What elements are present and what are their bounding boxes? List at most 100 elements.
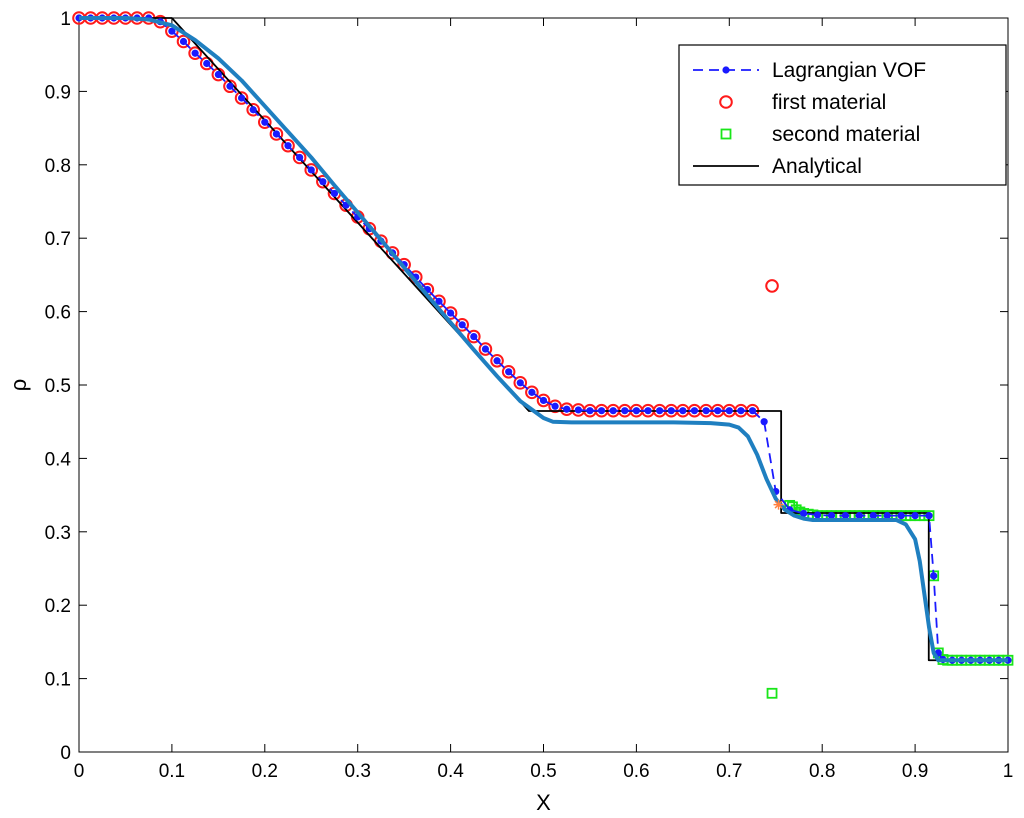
lagrangian-vof-point bbox=[911, 512, 919, 520]
lagrangian-vof-point bbox=[679, 407, 687, 415]
lagrangian-vof-point bbox=[725, 407, 733, 415]
lagrangian-vof-point bbox=[447, 309, 455, 317]
second-material-series bbox=[766, 499, 1014, 699]
x-tick-label: 0.8 bbox=[809, 761, 835, 782]
y-tick-label: 1 bbox=[60, 9, 71, 30]
lagrangian-vof-point bbox=[621, 407, 629, 415]
second-material-point bbox=[766, 687, 778, 699]
first-material-point bbox=[246, 102, 260, 117]
axes-layer: 0 0.1 0.2 0.3 0.4 0.5 0.6 0.7 0.8 0.9 1 0 0.1 0.2 0.3 0… bbox=[6, 9, 1013, 815]
y-tick-label: 0.8 bbox=[45, 156, 71, 177]
lagrangian-vof-point bbox=[272, 130, 281, 138]
first-material-point bbox=[223, 79, 237, 94]
lagrangian-vof-point bbox=[284, 142, 292, 150]
lagrangian-vof-point bbox=[897, 512, 905, 520]
star-stroke bbox=[774, 500, 783, 509]
lagrangian-vof-point bbox=[226, 82, 234, 90]
first-material-point bbox=[269, 127, 284, 141]
legend-item: Lagrangian VOF bbox=[693, 59, 926, 82]
lagrangian-vof-point bbox=[925, 512, 933, 520]
x-tick-label: 0.1 bbox=[159, 761, 185, 782]
lagrangian-vof-point bbox=[458, 321, 466, 329]
legend-marker bbox=[719, 95, 733, 109]
lagrangian-vof-point bbox=[760, 418, 768, 426]
lagrangian-vof-point bbox=[505, 368, 513, 376]
first-material-point bbox=[467, 329, 481, 344]
lagrangian-vof-point bbox=[827, 512, 836, 520]
lagrangian-vof-point bbox=[632, 407, 641, 415]
legend-item: first material bbox=[719, 91, 886, 114]
legend-label: Lagrangian VOF bbox=[772, 59, 926, 82]
lagrangian-vof-point bbox=[930, 572, 938, 580]
lagrangian-vof-point bbox=[319, 178, 327, 186]
first-material-point bbox=[513, 375, 528, 390]
lagrangian-vof-point bbox=[435, 297, 443, 305]
legend-marker bbox=[720, 128, 732, 140]
y-tick-label: 0.3 bbox=[45, 523, 71, 544]
first-material-point bbox=[455, 318, 470, 332]
lagrangian-vof-point bbox=[330, 189, 339, 198]
x-tick-label: 0.3 bbox=[344, 761, 370, 782]
first-material-point bbox=[304, 163, 319, 177]
lagrangian-vof-point bbox=[481, 345, 490, 353]
y-tick-label: 0 bbox=[60, 743, 71, 764]
x-tick-label: 1 bbox=[1003, 761, 1014, 782]
lagrangian-vof-point bbox=[539, 396, 548, 405]
legend: Lagrangian VOF first material second mater… bbox=[678, 44, 1007, 186]
lagrangian-vof-point bbox=[237, 94, 246, 102]
lagrangian-vof-point bbox=[841, 512, 850, 520]
y-tick-label: 0.6 bbox=[45, 303, 71, 324]
lagrangian-vof-point bbox=[667, 407, 675, 415]
first-material-series bbox=[72, 11, 779, 418]
legend-item: second material bbox=[720, 123, 920, 146]
series-layer bbox=[72, 11, 1014, 699]
y-tick-label: 0.4 bbox=[45, 449, 72, 470]
lagrangian-vof-line bbox=[79, 17, 1008, 662]
y-tick-label: 0.2 bbox=[45, 596, 71, 617]
x-tick-label: 0.5 bbox=[530, 761, 556, 782]
x-tick-label: 0.9 bbox=[902, 761, 928, 782]
lagrangian-vof-point bbox=[296, 153, 304, 162]
lagrangian-vof-point bbox=[516, 379, 524, 387]
y-tick-label: 0.7 bbox=[45, 229, 71, 250]
lagrangian-vof-point bbox=[493, 357, 501, 365]
lagrangian-vof-point bbox=[597, 407, 606, 415]
lagrangian-vof-point bbox=[551, 402, 559, 410]
legend-label: Analytical bbox=[772, 155, 862, 178]
lagrangian-vof-point bbox=[883, 512, 891, 520]
first-material-point bbox=[234, 91, 249, 105]
first-material-point bbox=[281, 138, 295, 153]
legend-label: second material bbox=[772, 123, 920, 146]
first-material-point bbox=[258, 115, 272, 130]
lagrangian-vof-point bbox=[813, 511, 822, 519]
lagrangian-vof-point bbox=[644, 407, 652, 415]
lagrangian-vof-point bbox=[609, 407, 617, 415]
legend-label: first material bbox=[772, 91, 886, 114]
lagrangian-vof-point bbox=[528, 388, 536, 396]
lagrangian-vof-point bbox=[203, 59, 211, 68]
x-tick-label: 0.7 bbox=[716, 761, 742, 782]
first-material-point bbox=[525, 385, 539, 400]
first-material-point bbox=[478, 342, 493, 356]
first-material-point bbox=[501, 364, 516, 379]
x-tick-label: 0 bbox=[74, 761, 85, 782]
x-tick-label: 0.2 bbox=[252, 761, 278, 782]
lagrangian-vof-point bbox=[214, 70, 222, 79]
x-tick-label: 0.6 bbox=[623, 761, 649, 782]
lagrangian-vof-point bbox=[179, 37, 188, 46]
lagrangian-vof-point bbox=[714, 407, 722, 415]
series-solid-thick-series bbox=[79, 16, 1008, 663]
y-tick-label: 0.9 bbox=[45, 82, 71, 103]
lagrangian-vof-point bbox=[690, 407, 699, 415]
y-tick-label: 0.5 bbox=[45, 376, 71, 397]
lagrangian-vof-point bbox=[470, 332, 478, 341]
lagrangian-vof-point bbox=[748, 407, 757, 415]
first-material-point bbox=[292, 150, 307, 165]
lagrangian-vof-point bbox=[249, 106, 257, 114]
first-material-point bbox=[385, 246, 400, 260]
lagrangian-vof-point bbox=[800, 509, 808, 518]
y-tick-label: 0.1 bbox=[45, 670, 71, 691]
x-axis-label: X bbox=[536, 790, 551, 815]
legend-item: Analytical bbox=[693, 155, 862, 178]
